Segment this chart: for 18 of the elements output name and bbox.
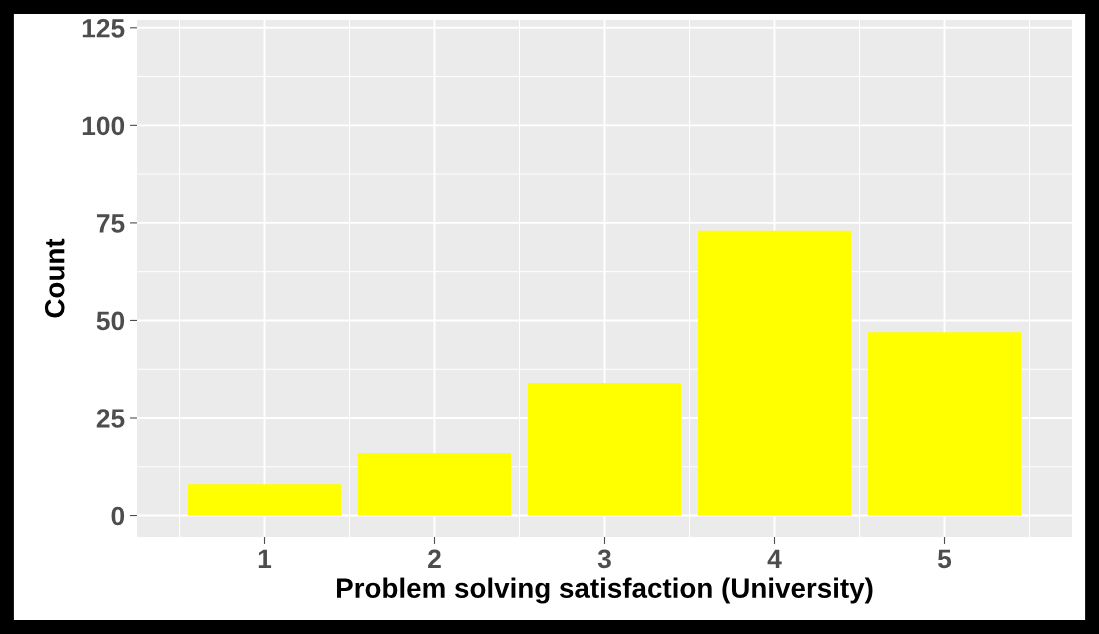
bar: [698, 230, 851, 516]
x-tick-label: 5: [937, 549, 952, 569]
bar: [868, 332, 1021, 516]
x-axis-title: Problem solving satisfaction (University): [337, 577, 873, 604]
y-tick-label: 50: [96, 311, 125, 331]
bar: [358, 453, 511, 516]
x-tick-label: 1: [258, 549, 272, 568]
bar: [188, 484, 341, 516]
y-tick-label: 75: [96, 214, 125, 233]
y-tick-label: 100: [82, 116, 125, 136]
bar: [528, 382, 681, 516]
y-tick-label: 125: [82, 18, 125, 38]
y-axis-title: Count: [44, 238, 65, 318]
x-tick-label: 4: [767, 549, 782, 568]
y-tick-label: 0: [111, 506, 125, 526]
x-tick-label: 2: [428, 549, 441, 568]
y-tick-label: 25: [96, 409, 125, 428]
x-tick-label: 3: [597, 549, 611, 569]
